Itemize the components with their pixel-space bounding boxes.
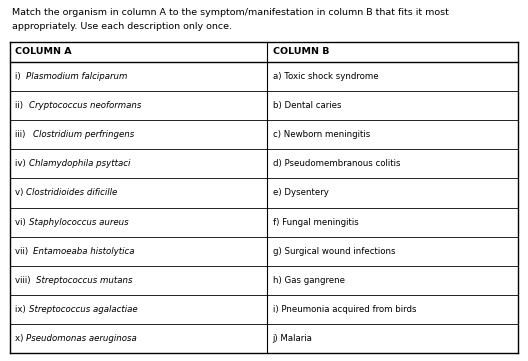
Text: v): v) [15,188,26,197]
Text: viii): viii) [15,276,33,285]
Text: Clostridioides dificille: Clostridioides dificille [26,188,117,197]
Text: x): x) [15,334,26,343]
Text: f) Fungal meningitis: f) Fungal meningitis [272,218,359,227]
Text: Chlamydophila psyttaci: Chlamydophila psyttaci [29,159,130,168]
Text: h) Gas gangrene: h) Gas gangrene [272,276,345,285]
Text: COLUMN A: COLUMN A [15,48,72,57]
Text: i): i) [15,72,23,81]
Text: iv): iv) [15,159,29,168]
Text: appropriately. Use each description only once.: appropriately. Use each description only… [12,22,232,31]
Text: i) Pneumonia acquired from birds: i) Pneumonia acquired from birds [272,305,416,314]
Text: Entamoeaba histolytica: Entamoeaba histolytica [33,247,134,256]
Text: Plasmodium falciparum: Plasmodium falciparum [26,72,127,81]
Text: Streptococcus agalactiae: Streptococcus agalactiae [29,305,138,314]
Text: ii): ii) [15,101,26,110]
Text: g) Surgical wound infections: g) Surgical wound infections [272,247,395,256]
Text: c) Newborn meningitis: c) Newborn meningitis [272,130,370,139]
Text: ix): ix) [15,305,29,314]
Text: Streptococcus mutans: Streptococcus mutans [36,276,133,285]
Text: Clostridium perfringens: Clostridium perfringens [33,130,134,139]
Text: e) Dysentery: e) Dysentery [272,188,328,197]
Text: vi): vi) [15,218,29,227]
Text: a) Toxic shock syndrome: a) Toxic shock syndrome [272,72,378,81]
Text: d) Pseudomembranous colitis: d) Pseudomembranous colitis [272,159,400,168]
Text: Match the organism in column A to the symptom/manifestation in column B that fit: Match the organism in column A to the sy… [12,8,449,17]
Text: Cryptococcus neoformans: Cryptococcus neoformans [29,101,142,110]
Text: b) Dental caries: b) Dental caries [272,101,341,110]
Text: Staphylococcus aureus: Staphylococcus aureus [29,218,129,227]
Text: j) Malaria: j) Malaria [272,334,313,343]
Text: Pseudomonas aeruginosa: Pseudomonas aeruginosa [26,334,136,343]
Text: vii): vii) [15,247,31,256]
Text: iii): iii) [15,130,28,139]
Text: COLUMN B: COLUMN B [272,48,329,57]
